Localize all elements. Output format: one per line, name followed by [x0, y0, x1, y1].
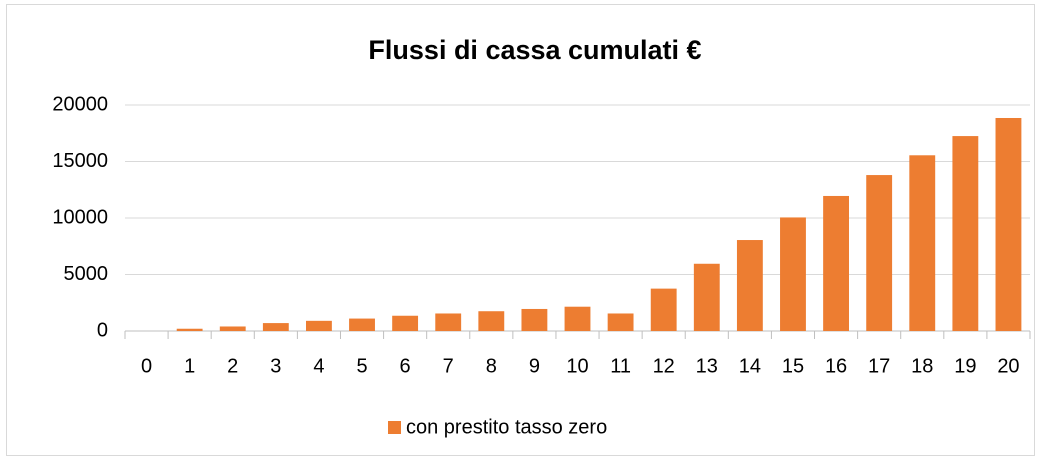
- x-tick-label: 7: [443, 355, 454, 377]
- bar: [219, 326, 246, 331]
- bar: [736, 240, 763, 331]
- x-tick-label: 20: [997, 355, 1019, 377]
- bar: [909, 155, 936, 331]
- bar: [349, 318, 375, 331]
- x-tick-label: 16: [825, 355, 847, 377]
- bar: [478, 311, 505, 331]
- x-tick-label: 12: [653, 355, 675, 377]
- bar: [607, 313, 634, 331]
- legend-swatch: [388, 421, 401, 434]
- x-tick-label: 9: [529, 355, 540, 377]
- x-tick-label: 3: [270, 355, 281, 377]
- y-tick-label: 15000: [52, 150, 108, 172]
- y-tick-label: 5000: [64, 263, 109, 285]
- x-tick-label: 1: [184, 355, 195, 377]
- y-tick-label: 20000: [52, 93, 108, 115]
- x-tick-label: 6: [400, 355, 411, 377]
- bar: [392, 315, 419, 331]
- x-tick-label: 10: [566, 355, 588, 377]
- legend-label: con prestito tasso zero: [406, 416, 607, 438]
- x-tick-label: 11: [610, 355, 631, 377]
- bar: [176, 328, 203, 331]
- x-tick-label: 13: [696, 355, 718, 377]
- bar: [780, 217, 806, 331]
- x-tick-label: 19: [954, 355, 976, 377]
- bar: [435, 313, 462, 331]
- bar: [823, 195, 849, 331]
- bar: [866, 175, 893, 331]
- y-tick-label: 10000: [52, 206, 108, 228]
- x-tick-label: 17: [868, 355, 890, 377]
- x-tick-label: 8: [486, 355, 497, 377]
- x-tick-label: 0: [141, 355, 152, 377]
- chart-border: [6, 4, 1035, 456]
- x-tick-label: 18: [911, 355, 933, 377]
- chart-title: Flussi di cassa cumulati €: [368, 35, 701, 65]
- bar: [650, 288, 677, 331]
- bar: [693, 263, 720, 331]
- bar: [564, 306, 591, 331]
- x-tick-label: 15: [782, 355, 804, 377]
- bar: [262, 323, 289, 331]
- bar: [995, 117, 1022, 332]
- x-tick-label: 2: [227, 355, 238, 377]
- y-tick-label: 0: [97, 319, 108, 341]
- x-tick-label: 14: [739, 355, 761, 377]
- bar: [952, 136, 979, 331]
- bar: [521, 308, 548, 331]
- x-tick-label: 5: [356, 355, 367, 377]
- bar: [306, 320, 332, 331]
- x-tick-label: 4: [313, 355, 324, 377]
